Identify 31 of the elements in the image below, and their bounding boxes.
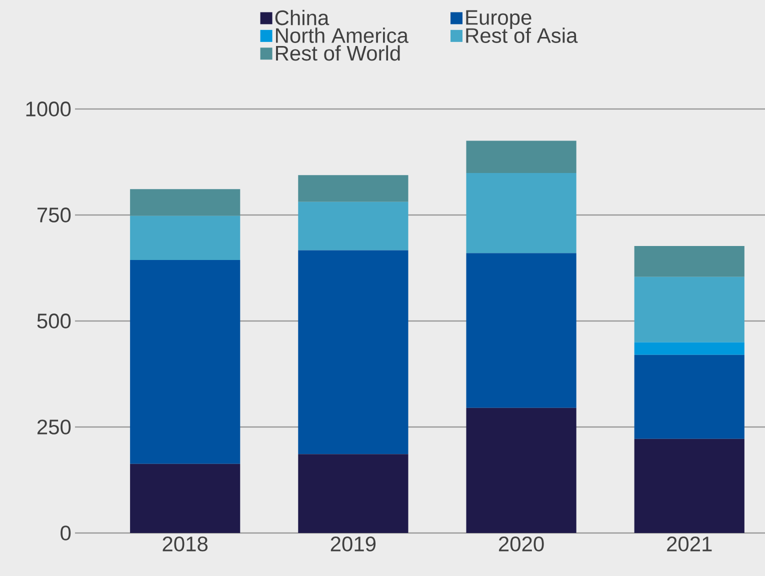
bar [466,253,576,408]
bar [466,173,576,254]
bar [130,216,240,260]
bar [130,260,240,464]
bar [130,464,240,533]
bar [634,438,744,533]
bar [298,250,408,454]
x-tick-label: 2018 [162,536,208,552]
y-tick-label: 0 [60,526,71,540]
bar [634,354,744,439]
bar [298,202,408,250]
x-tick-label: 2020 [498,536,544,552]
bar [298,454,408,533]
bar [634,276,744,342]
x-tick-label: 2021 [667,536,712,552]
legend-label: Rest of Asia [466,28,578,43]
bar [634,246,744,277]
x-tick-label: 2019 [330,536,376,552]
y-tick-label: 1000 [26,102,71,116]
bar [634,342,744,355]
y-tick-label: 250 [37,420,71,434]
legend-label: China [275,10,330,26]
bar [466,140,576,174]
legend-label: North America [276,28,408,43]
y-tick-label: 750 [38,208,71,222]
bar [466,408,576,533]
legend-label: Rest of World [276,45,400,61]
bar [298,175,408,202]
legend-label: Europe [466,10,532,30]
y-tick-label: 500 [37,314,71,328]
bar [130,189,240,216]
